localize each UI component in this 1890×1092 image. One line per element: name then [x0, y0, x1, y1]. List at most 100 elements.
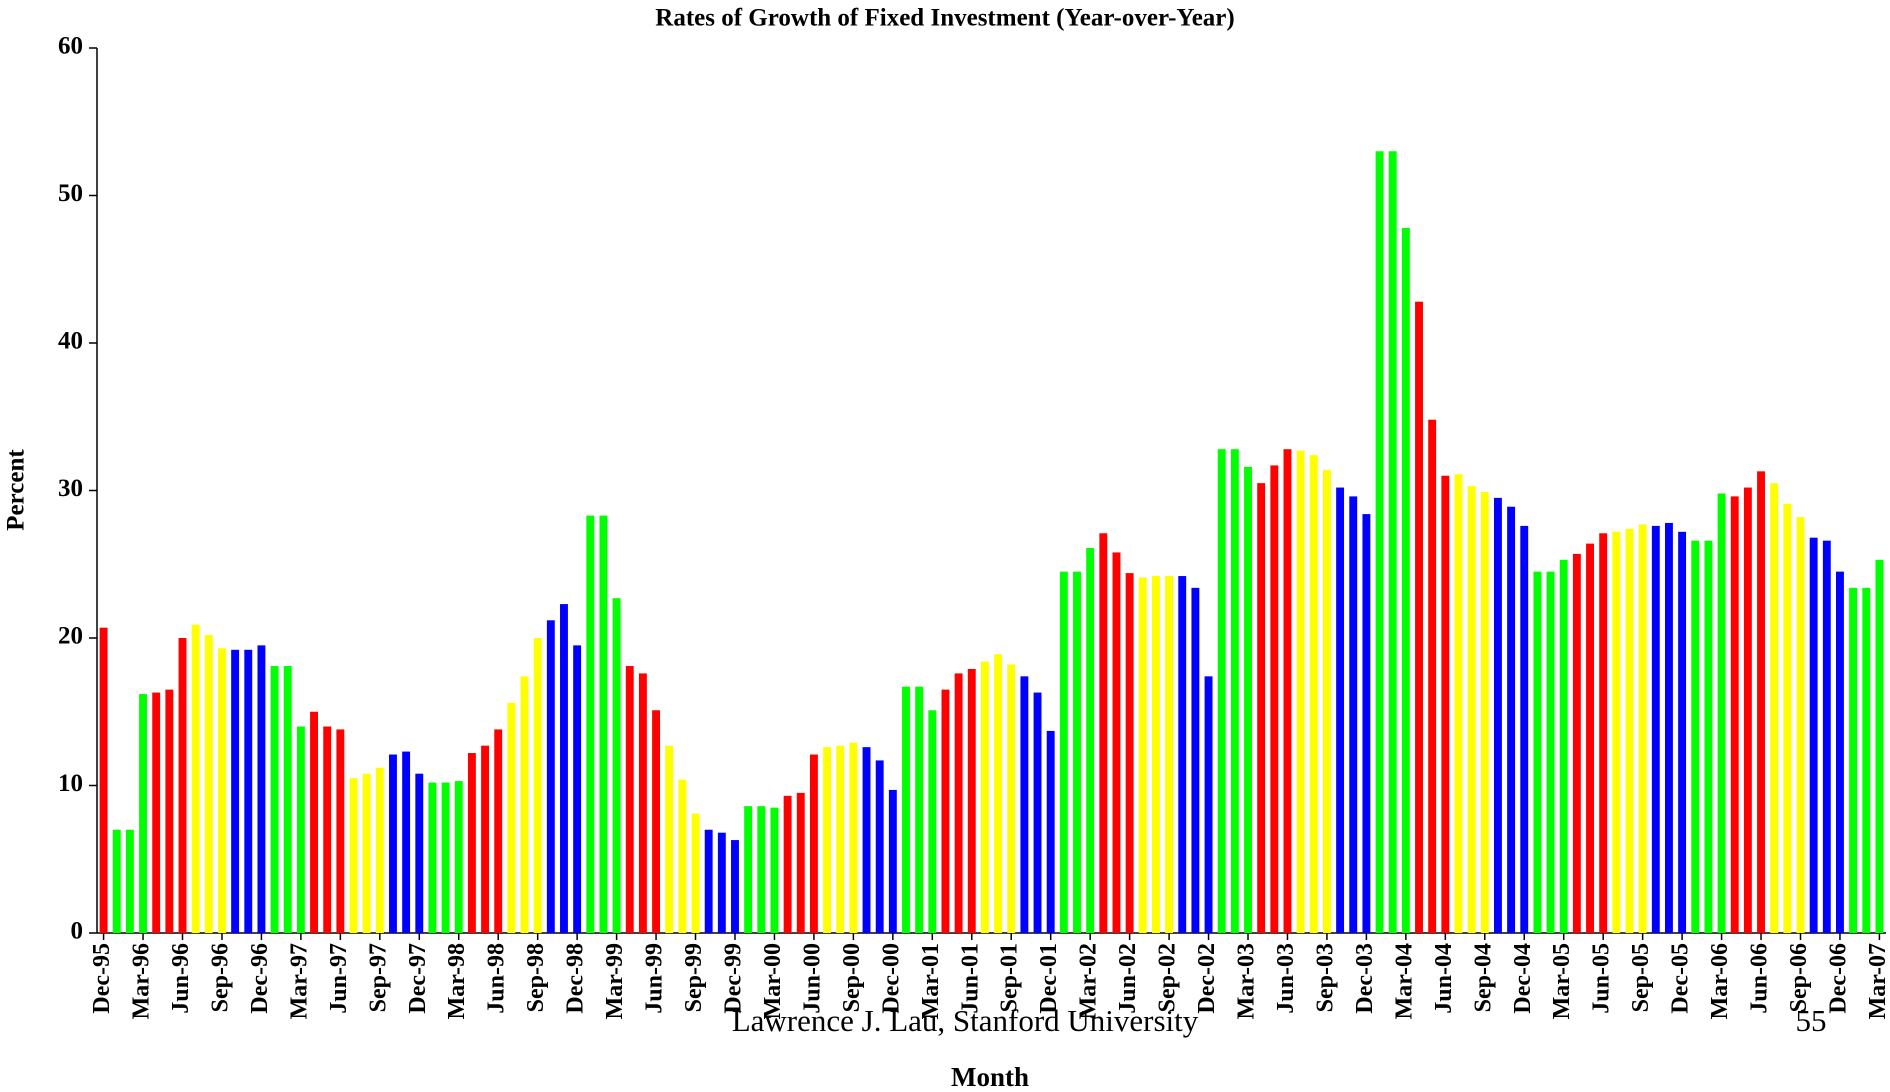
- bar: [967, 668, 976, 933]
- bar: [849, 742, 858, 933]
- x-tick-label: Mar-03: [1234, 943, 1260, 1019]
- bar: [1507, 506, 1516, 933]
- bar: [1493, 497, 1502, 933]
- bar: [862, 747, 871, 933]
- bar: [1336, 487, 1345, 933]
- bar: [323, 726, 332, 933]
- bar: [125, 829, 134, 933]
- bar: [99, 627, 108, 933]
- x-tick-label: Mar-06: [1707, 943, 1733, 1019]
- x-tick-label: Sep-99: [681, 943, 707, 1012]
- bar: [1178, 576, 1187, 933]
- bar: [875, 760, 884, 933]
- x-tick-label: Jun-98: [484, 943, 510, 1014]
- bar: [941, 689, 950, 933]
- bar: [1770, 483, 1779, 933]
- bar: [1849, 587, 1858, 933]
- bar: [1875, 559, 1884, 933]
- x-tick-label: Sep-03: [1312, 943, 1338, 1012]
- bar: [902, 686, 910, 933]
- bar: [1651, 525, 1660, 933]
- page-number: 55: [1796, 1003, 1827, 1038]
- bar: [691, 813, 700, 933]
- x-tick-label: Dec-98: [563, 943, 589, 1014]
- x-tick-label: Mar-96: [129, 943, 155, 1019]
- x-tick-label: Mar-04: [1391, 943, 1417, 1019]
- x-tick-label: Jun-06: [1747, 943, 1773, 1014]
- x-tick-label: Sep-97: [365, 943, 391, 1012]
- bar: [1020, 676, 1029, 933]
- bar: [757, 806, 766, 933]
- bar: [1257, 483, 1266, 933]
- bar: [1283, 449, 1292, 933]
- bar: [704, 829, 713, 933]
- bar: [888, 789, 897, 933]
- bar: [1073, 571, 1081, 933]
- bar: [1388, 151, 1397, 933]
- bar: [1191, 587, 1200, 933]
- bar: [1007, 664, 1016, 933]
- bar: [1415, 301, 1423, 933]
- x-tick-label: Jun-04: [1431, 943, 1457, 1014]
- bar: [1783, 503, 1792, 933]
- x-tick-label: Jun-05: [1589, 943, 1615, 1014]
- bar: [139, 694, 147, 933]
- bar: [1428, 419, 1437, 933]
- bar: [1796, 517, 1805, 933]
- bar: [1665, 522, 1673, 933]
- x-axis-label: Month: [951, 1062, 1029, 1092]
- bar: [836, 745, 845, 933]
- bar: [783, 795, 792, 933]
- y-tick-label: 30: [58, 475, 83, 502]
- x-tick-label: Jun-03: [1273, 943, 1299, 1014]
- bar: [165, 689, 174, 933]
- bar: [244, 649, 253, 933]
- bar: [467, 753, 476, 933]
- bar: [336, 729, 345, 933]
- bar: [744, 806, 753, 933]
- bar: [1204, 676, 1213, 933]
- bar: [1059, 571, 1068, 933]
- bar: [1743, 487, 1752, 933]
- x-tick-label: Dec-03: [1352, 943, 1378, 1014]
- x-tick-label: Sep-04: [1470, 943, 1496, 1012]
- x-tick-label: Sep-01: [997, 943, 1023, 1012]
- bar: [257, 645, 266, 933]
- bar: [1362, 514, 1371, 933]
- bar: [1151, 576, 1160, 933]
- bar: [310, 711, 318, 933]
- bar: [1612, 531, 1621, 933]
- bar: [112, 829, 121, 933]
- bar: [533, 638, 542, 933]
- x-tick-label: Mar-01: [918, 943, 944, 1019]
- x-tick-label: Mar-98: [444, 943, 470, 1019]
- x-tick-label: Jun-00: [799, 943, 825, 1014]
- bar: [954, 673, 963, 933]
- y-axis-label: Percent: [3, 449, 30, 531]
- bar: [1217, 449, 1226, 933]
- bar: [1138, 577, 1147, 933]
- bar: [1441, 475, 1450, 933]
- bar: [296, 726, 305, 933]
- bar: [1244, 466, 1252, 933]
- bar: [599, 515, 608, 933]
- bar: [1533, 571, 1542, 933]
- bar: [1467, 486, 1476, 933]
- x-tick-label: Jun-96: [168, 943, 194, 1014]
- bar: [270, 666, 279, 933]
- bar: [915, 686, 924, 933]
- x-tick-label: Sep-02: [1155, 943, 1181, 1012]
- bar: [231, 649, 240, 933]
- x-tick-label: Jun-97: [326, 943, 352, 1014]
- bar: [1704, 540, 1713, 933]
- bar: [454, 781, 463, 933]
- bar: [560, 604, 568, 933]
- bar: [1546, 571, 1555, 933]
- bar: [638, 673, 647, 933]
- bar: [481, 745, 490, 933]
- bar: [204, 635, 213, 933]
- bar: [1401, 227, 1410, 933]
- bar: [731, 840, 739, 933]
- x-tick-label: Dec-01: [1036, 943, 1062, 1014]
- bar: [1086, 548, 1095, 933]
